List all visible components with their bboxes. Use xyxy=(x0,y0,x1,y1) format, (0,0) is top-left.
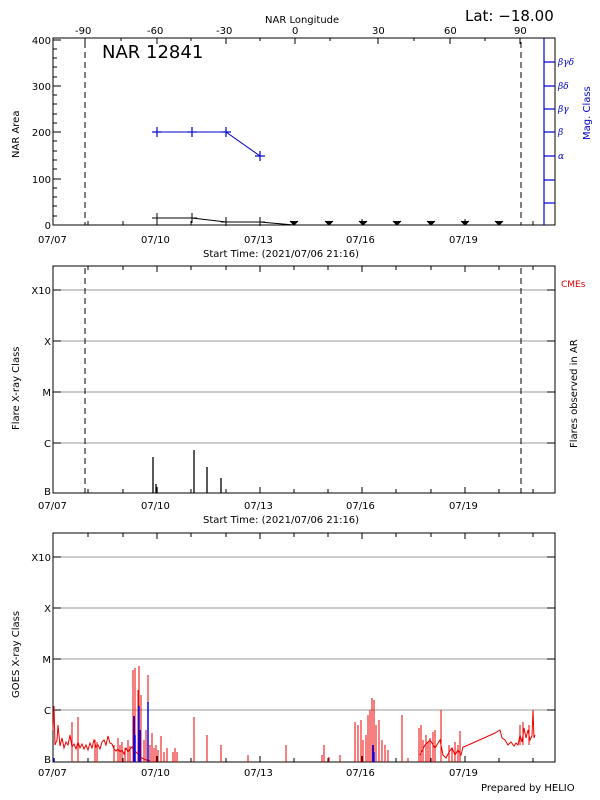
svg-text:300: 300 xyxy=(32,82,51,93)
svg-text:C: C xyxy=(44,439,51,450)
svg-text:0: 0 xyxy=(45,221,51,232)
svg-text:07/07: 07/07 xyxy=(38,501,67,512)
x-label-panel2: Start Time: (2021/07/06 21:16) xyxy=(203,515,359,526)
svg-text:0: 0 xyxy=(292,26,298,37)
svg-text:30: 30 xyxy=(372,26,385,37)
svg-text:-90: -90 xyxy=(75,26,91,37)
svg-text:X: X xyxy=(44,604,51,615)
svg-text:07/13: 07/13 xyxy=(244,768,273,779)
svg-text:α: α xyxy=(558,152,564,162)
svg-text:07/19: 07/19 xyxy=(449,235,478,246)
svg-text:βδ: βδ xyxy=(557,82,569,92)
svg-text:60: 60 xyxy=(444,26,457,37)
svg-text:B: B xyxy=(44,755,51,766)
region-label: NAR 12841 xyxy=(102,42,203,63)
y-ticks-flares: X10 X M C B xyxy=(31,286,51,498)
x-ticks-panel1: 07/07 07/10 07/13 07/16 07/19 xyxy=(38,235,478,246)
no-data-markers xyxy=(289,220,504,226)
svg-text:07/19: 07/19 xyxy=(449,501,478,512)
y-label-area: NAR Area xyxy=(11,111,22,158)
svg-text:07/16: 07/16 xyxy=(346,768,375,779)
svg-text:07/19: 07/19 xyxy=(449,768,478,779)
mag-class-series xyxy=(157,131,261,157)
lon-axis-title: NAR Longitude xyxy=(265,15,339,26)
svg-text:200: 200 xyxy=(32,128,51,139)
x-ticks-panel2: 07/07 07/10 07/13 07/16 07/19 xyxy=(38,501,478,512)
top-longitude-ticks: -90 -60 -30 0 30 60 90 xyxy=(75,26,527,37)
svg-text:07/10: 07/10 xyxy=(141,501,170,512)
flare-bars xyxy=(152,450,222,493)
panel-flares: X10 X M C B Flare X-ray Class Flares obs… xyxy=(11,265,586,526)
svg-text:07/07: 07/07 xyxy=(38,235,67,246)
svg-text:B: B xyxy=(44,487,51,498)
svg-text:X: X xyxy=(44,337,51,348)
svg-text:400: 400 xyxy=(32,36,51,47)
x-label-panel1: Start Time: (2021/07/06 21:16) xyxy=(203,249,359,260)
svg-text:βγδ: βγδ xyxy=(557,58,574,68)
y2-label-mag: Mag. Class xyxy=(582,86,593,140)
svg-text:07/13: 07/13 xyxy=(244,501,273,512)
x-ticks-panel3: 07/07 07/10 07/13 07/16 07/19 xyxy=(38,768,478,779)
lat-label: Lat: −18.00 xyxy=(465,7,554,25)
y-label-goes: GOES X-ray Class xyxy=(11,611,22,698)
panel-goes: X10 X M C B GOES X-ray Class xyxy=(11,532,575,794)
goes-long-spikes xyxy=(71,666,461,762)
svg-text:βγ: βγ xyxy=(557,105,569,115)
svg-text:-30: -30 xyxy=(216,26,232,37)
svg-text:07/16: 07/16 xyxy=(346,235,375,246)
y-ticks-goes: X10 X M C B xyxy=(31,553,51,766)
svg-text:07/10: 07/10 xyxy=(141,768,170,779)
svg-text:X10: X10 xyxy=(31,286,51,297)
svg-text:07/13: 07/13 xyxy=(244,235,273,246)
svg-text:M: M xyxy=(42,655,51,666)
footer-credit: Prepared by HELIO xyxy=(481,783,575,794)
legend-cmes: CMEs xyxy=(561,280,586,290)
svg-text:07/16: 07/16 xyxy=(346,501,375,512)
panel-nar-area: -90 -60 -30 0 30 60 90 400 300 200 100 xyxy=(11,26,593,260)
svg-text:X10: X10 xyxy=(31,553,51,564)
y-ticks-area: 400 300 200 100 0 xyxy=(32,36,51,232)
svg-text:C: C xyxy=(44,706,51,717)
y2-label-flares: Flares observed in AR xyxy=(569,339,580,448)
grid-panel2 xyxy=(53,289,555,444)
goes-short-spikes xyxy=(53,702,375,762)
y2-ticks-mag: βγδ βδ βγ β α xyxy=(557,58,574,162)
y-label-flares: Flare X-ray Class xyxy=(11,347,22,431)
goes-long-tail xyxy=(419,709,536,759)
svg-text:07/10: 07/10 xyxy=(141,235,170,246)
svg-text:90: 90 xyxy=(514,26,527,37)
svg-text:100: 100 xyxy=(32,175,51,186)
svg-text:M: M xyxy=(42,388,51,399)
svg-text:-60: -60 xyxy=(147,26,163,37)
svg-text:07/07: 07/07 xyxy=(38,768,67,779)
svg-text:β: β xyxy=(557,128,563,138)
